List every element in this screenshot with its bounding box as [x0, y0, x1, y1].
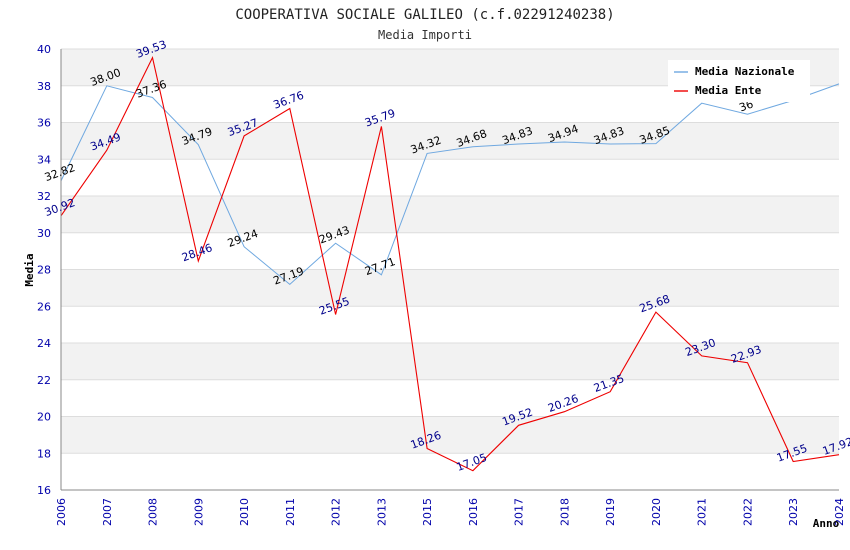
x-tick-label: 2023 — [787, 498, 800, 526]
x-tick-label: 2020 — [650, 498, 663, 526]
x-tick-label: 2015 — [421, 498, 434, 526]
y-tick-label: 40 — [37, 43, 51, 56]
y-tick-label: 26 — [37, 300, 51, 313]
y-tick-label: 36 — [37, 117, 51, 130]
y-tick-labels: 16 18 20 22 24 26 28 30 32 34 36 38 40 — [37, 43, 51, 497]
y-axis-label: Media — [23, 253, 36, 286]
grid-lines — [61, 48, 839, 491]
x-tick-label: 2010 — [238, 498, 251, 526]
data-label: 36.76 — [272, 89, 306, 112]
legend-label-media-nazionale: Media Nazionale — [695, 65, 795, 78]
x-tick-labels: 2006 2007 2008 2009 2010 2011 2012 2013 2015 2016… — [55, 498, 846, 526]
series-line-media-ente — [60, 55, 840, 472]
x-tick-label: 2016 — [467, 498, 480, 526]
data-label: 28.46 — [180, 241, 214, 264]
x-tick-label: 2007 — [101, 498, 114, 526]
y-tick-label: 22 — [37, 374, 51, 387]
axes — [60, 49, 839, 491]
grid-band — [61, 122, 839, 160]
grid-bands — [61, 49, 839, 454]
legend-box — [668, 60, 810, 102]
legend-label-media-ente: Media Ente — [695, 84, 762, 97]
y-tick-label: 30 — [37, 227, 51, 240]
x-axis-label: Anno — [813, 517, 840, 530]
y-tick-label: 38 — [37, 80, 51, 93]
y-tick-label: 28 — [37, 264, 51, 277]
chart-subtitle: Media Importi — [378, 28, 472, 42]
data-labels: 32.8238.0037.3634.7929.2427.1929.4327.71… — [43, 38, 850, 474]
x-tick-label: 2024 — [833, 498, 846, 526]
x-tick-label: 2018 — [558, 498, 571, 526]
series-lines — [60, 55, 840, 472]
grid-band — [61, 269, 839, 307]
x-tick-label: 2021 — [696, 498, 709, 526]
x-tick-label: 2012 — [330, 498, 343, 526]
grid-band — [61, 343, 839, 380]
y-tick-label: 34 — [37, 153, 51, 166]
legend: Media Nazionale Media Ente — [668, 60, 810, 102]
y-tick-label: 20 — [37, 411, 51, 424]
y-tick-label: 32 — [37, 190, 51, 203]
x-tick-label: 2017 — [513, 498, 526, 526]
chart-title: COOPERATIVA SOCIALE GALILEO (c.f.0229124… — [235, 7, 614, 23]
y-tick-label: 18 — [37, 447, 51, 460]
x-tick-label: 2006 — [55, 498, 68, 526]
x-tick-label: 2009 — [192, 498, 205, 526]
x-tick-label: 2008 — [147, 498, 160, 526]
grid-band — [61, 196, 839, 233]
x-tick-label: 2011 — [284, 498, 297, 526]
x-tick-label: 2022 — [741, 498, 754, 526]
y-tick-label: 24 — [37, 337, 51, 350]
y-tick-label: 16 — [37, 484, 51, 497]
grid-band — [61, 416, 839, 454]
x-tick-label: 2013 — [375, 498, 388, 526]
series-line-media-nazionale — [60, 83, 840, 286]
x-tick-label: 2019 — [604, 498, 617, 526]
